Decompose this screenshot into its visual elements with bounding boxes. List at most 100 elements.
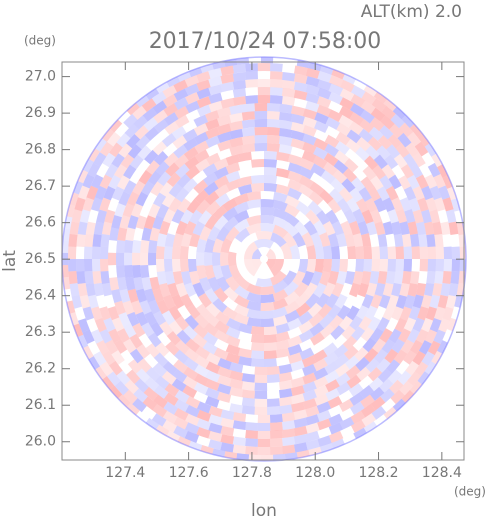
radar-cell (363, 259, 372, 273)
radar-cell (171, 209, 185, 224)
radar-cell (254, 398, 268, 407)
radar-cell (119, 288, 131, 303)
radar-cell (131, 203, 143, 218)
radar-cell (132, 322, 146, 338)
radar-cell (305, 414, 320, 426)
radar-cell (442, 271, 452, 285)
radar-cell (359, 119, 375, 133)
radar-cell (393, 233, 404, 247)
radar-cell (173, 416, 189, 430)
radar-cell (90, 174, 104, 189)
radar-cell (370, 107, 386, 122)
radar-cell (313, 220, 327, 236)
radar-cell (153, 151, 169, 166)
radar-cell (429, 318, 442, 333)
radar-cell (431, 153, 443, 168)
radar-cell (364, 197, 378, 213)
radar-cell (108, 252, 117, 266)
radar-cell (289, 244, 300, 259)
radar-cell (152, 100, 168, 115)
radar-cell (166, 76, 181, 88)
radar-cell (317, 303, 332, 319)
radar-cell (273, 315, 288, 327)
radar-cell (331, 220, 344, 236)
radar-cell (183, 357, 199, 372)
radar-cell (339, 88, 355, 102)
radar-cell (352, 208, 365, 224)
radar-cell (92, 246, 101, 259)
radar-cell (163, 112, 179, 126)
radar-cell (203, 172, 218, 187)
radar-cell (132, 264, 142, 279)
radar-cell (305, 439, 320, 451)
radar-cell (427, 162, 441, 178)
radar-cell (144, 377, 160, 392)
radar-cell (317, 71, 332, 83)
radar-cell (127, 144, 142, 159)
radar-cell (103, 185, 116, 201)
radar-cell (313, 146, 328, 160)
radar-cell (126, 369, 141, 385)
radar-cell (174, 114, 190, 129)
radar-cell (320, 65, 334, 75)
radar-cell (196, 265, 207, 280)
radar-cell (266, 248, 276, 259)
y-unit: (deg) (24, 34, 56, 48)
radar-cell (298, 320, 314, 334)
radar-cell (260, 318, 275, 327)
radar-cell (142, 396, 158, 411)
radar-cell (226, 317, 241, 331)
radar-cell (254, 406, 268, 415)
radar-cell (275, 331, 290, 342)
radar-cell (432, 282, 443, 297)
radar-cell (358, 128, 374, 143)
radar-cell (129, 154, 144, 170)
radar-cell (203, 181, 219, 196)
radar-cell (412, 152, 426, 168)
radar-field (61, 56, 467, 462)
radar-cell (225, 343, 241, 356)
radar-cell (336, 270, 347, 285)
radar-cell (184, 282, 197, 298)
radar-cell (208, 414, 223, 426)
radar-cell (424, 143, 437, 157)
radar-cell (161, 133, 177, 148)
radar-cell (343, 209, 357, 224)
radar-cell (301, 270, 315, 287)
radar-cell (275, 167, 290, 179)
plot-frame (61, 61, 465, 461)
radar-cell (322, 221, 336, 236)
radar-cell (378, 294, 391, 309)
radar-cell (156, 203, 170, 219)
radar-cell (161, 370, 177, 385)
radar-cell (145, 160, 160, 175)
radar-cell (376, 186, 390, 201)
radar-cell (382, 306, 395, 321)
radar-cell (327, 109, 343, 122)
radar-cell (217, 357, 232, 370)
radar-cell (298, 184, 314, 198)
radar-cell (379, 328, 393, 343)
radar-cell (185, 338, 201, 353)
radar-cell (282, 71, 296, 82)
radar-cell (127, 215, 139, 230)
radar-cell (379, 378, 394, 393)
radar-cell (408, 306, 421, 321)
radar-cell (133, 115, 148, 130)
radar-cell (204, 252, 213, 266)
radar-cell (234, 285, 250, 300)
radar-cell (202, 163, 218, 177)
radar-cell (270, 438, 283, 447)
radar-cell (96, 340, 110, 355)
radar-cell (383, 406, 397, 420)
radar-cell (153, 192, 167, 208)
radar-cell (407, 221, 418, 235)
radar-cell (336, 305, 351, 320)
radar-cell (333, 344, 349, 359)
radar-cell (188, 440, 203, 451)
radar-cell (399, 306, 412, 321)
radar-cell (270, 232, 287, 248)
radar-cell (434, 233, 444, 248)
radar-cell (450, 271, 460, 285)
y-tick-label: 26.7 (25, 178, 56, 194)
